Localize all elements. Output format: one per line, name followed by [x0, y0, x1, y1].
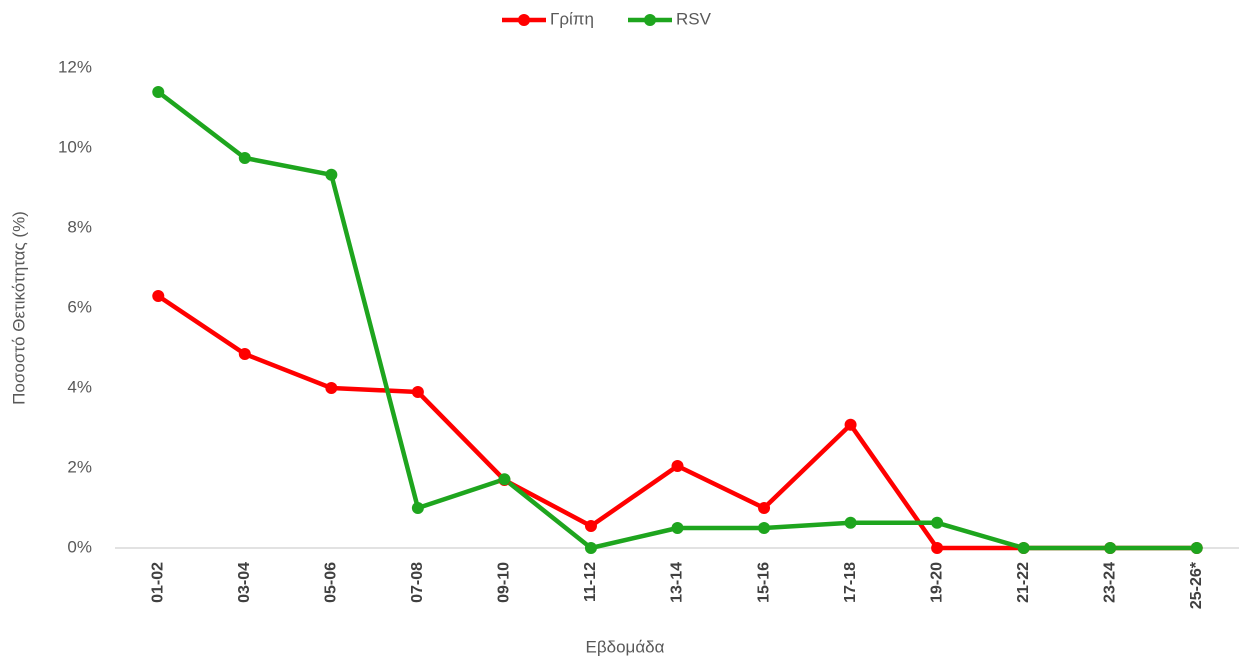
legend-label: Γρίπη [550, 9, 594, 28]
y-axis-title: Ποσοστό Θετικότητας (%) [9, 211, 28, 405]
x-tick-label: 17-18 [842, 562, 859, 603]
series-line [156, 90, 1197, 551]
y-tick-label: 12% [58, 57, 92, 76]
point [498, 473, 511, 486]
x-tick-label: 01-02 [149, 562, 166, 603]
point [931, 516, 944, 529]
point [844, 516, 857, 529]
y-tick-label: 4% [67, 377, 92, 396]
legend-label: RSV [676, 9, 712, 28]
point [325, 168, 338, 181]
x-tick-label: 11-12 [582, 562, 599, 602]
point [1190, 542, 1203, 554]
point [152, 86, 165, 98]
point [1017, 542, 1030, 554]
x-tick-label: 13-14 [669, 562, 686, 603]
legend-marker [644, 14, 656, 26]
x-axis-title: Εβδομάδα [586, 637, 665, 656]
series-line [157, 294, 1197, 551]
point [411, 502, 424, 514]
x-tick-label: 03-04 [236, 562, 253, 603]
point [1104, 542, 1117, 554]
x-tick-label: 09-10 [496, 562, 513, 603]
point [325, 382, 338, 394]
x-tick-label: 23-24 [1101, 562, 1118, 603]
point [411, 386, 424, 398]
point [671, 522, 684, 534]
x-tick-label: 21-22 [1015, 562, 1032, 603]
y-tick-label: 2% [67, 457, 92, 476]
legend-marker [518, 14, 530, 26]
point [238, 348, 251, 360]
point [931, 542, 944, 554]
y-tick-label: 8% [67, 217, 92, 236]
x-tick-label: 19-20 [928, 562, 945, 603]
x-tick-label: 25-26* [1188, 561, 1205, 609]
y-tick-label: 10% [58, 137, 92, 156]
point [238, 152, 251, 164]
x-tick-label: 05-06 [323, 562, 340, 603]
x-tick-label: 15-16 [755, 562, 772, 603]
y-tick-label: 6% [67, 297, 92, 316]
point [758, 502, 771, 514]
point [584, 520, 597, 532]
x-tick-label: 07-08 [409, 562, 426, 603]
point [844, 418, 857, 431]
point [152, 290, 165, 302]
point [584, 542, 597, 554]
point [671, 460, 684, 472]
y-tick-label: 0% [67, 537, 92, 556]
point [758, 522, 771, 534]
